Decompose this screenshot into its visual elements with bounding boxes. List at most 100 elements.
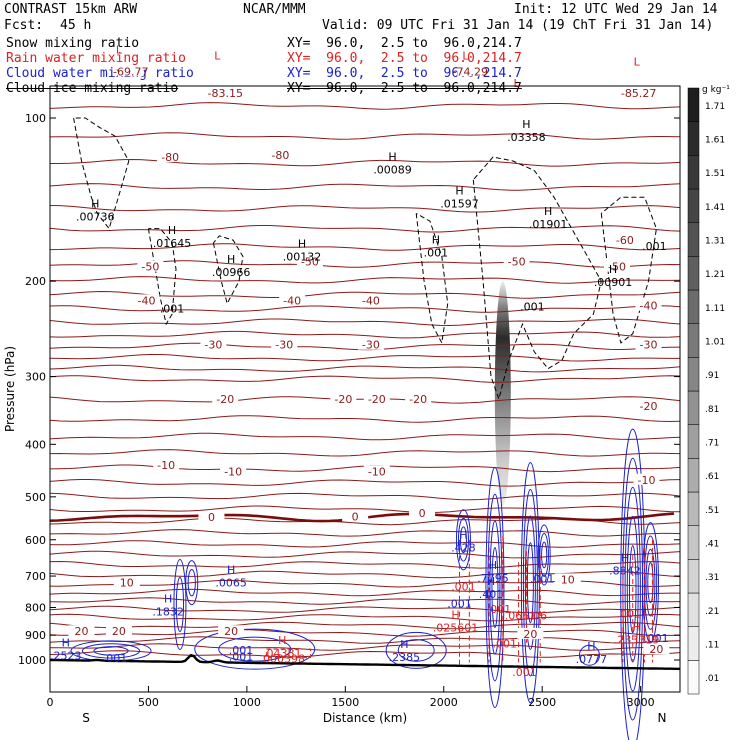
center-label: NCAR/MMM <box>243 2 306 17</box>
colorbar-segment <box>687 222 700 257</box>
isotherm-line <box>49 613 681 622</box>
extremum-value-label: .001 <box>617 607 642 620</box>
isotherm-line <box>49 597 681 605</box>
isotherm-label-bg <box>457 65 484 77</box>
isotherm-label: -50 <box>141 261 159 274</box>
isotherm-label: -83.15 <box>207 87 242 100</box>
extremum-marker-h: H <box>633 621 641 634</box>
extremum-marker-h: H <box>164 592 172 605</box>
isotherm-label: -10 <box>224 466 242 479</box>
colorbar-segment <box>687 491 700 526</box>
isotherm-label: -20 <box>409 393 427 406</box>
isotherm-label-bg <box>220 465 247 477</box>
cloud-water-contour <box>81 643 141 659</box>
isotherm-label: -40 <box>283 294 301 307</box>
isotherm-label: 10 <box>561 573 575 586</box>
isotherm-label-bg <box>643 643 670 655</box>
isotherm-line <box>49 643 681 651</box>
isotherm-line <box>49 102 681 110</box>
isotherm-label: 0 <box>352 510 359 523</box>
isotherm-line <box>49 305 681 313</box>
isotherm-label-bg <box>157 150 184 162</box>
isotherm-line <box>49 479 681 487</box>
isotherm-label-bg <box>363 465 390 477</box>
y-tick-label: 800 <box>25 601 46 614</box>
cloud-water-contour <box>520 462 540 704</box>
extremum-marker-h: H <box>227 563 235 576</box>
extremum-value-label: .00736 <box>76 210 115 223</box>
extremum-value-label: .001 <box>487 603 512 616</box>
extremum-marker-l: L <box>214 49 221 62</box>
isotherm-label-bg <box>296 255 323 267</box>
colorbar-level-label: 1.21 <box>705 270 725 280</box>
extremum-marker-h: H <box>91 197 99 210</box>
colorbar-level-label: .71 <box>705 439 719 449</box>
extremum-value-label: .001 <box>103 652 128 665</box>
isotherm-line <box>49 629 681 637</box>
x-tick-label: 2500 <box>528 696 556 709</box>
colorbar-segment <box>687 592 700 627</box>
cloud-water-contour <box>489 520 501 655</box>
colorbar-segment <box>687 424 700 459</box>
cloud-water-contour <box>187 568 196 597</box>
isotherm-label-bg <box>405 393 432 405</box>
isotherm-label: -20 <box>216 393 234 406</box>
x-tick-label: 500 <box>138 696 159 709</box>
isotherm-line <box>49 432 681 441</box>
isotherm-label-bg <box>133 294 160 306</box>
isotherm-line <box>49 364 681 373</box>
isotherm-label-bg <box>271 338 298 350</box>
isotherm-label: 10 <box>120 577 134 590</box>
isotherm-label: 0 <box>419 507 426 520</box>
extremum-value-label: .06 <box>530 610 548 623</box>
cloud-water-contour <box>541 541 548 569</box>
isotherm-line <box>49 449 681 457</box>
colorbar-segment <box>687 188 700 223</box>
cloud-water-contour <box>641 522 659 644</box>
extremum-value-label: .03358 <box>507 131 546 144</box>
cloud-water-contour <box>624 486 641 692</box>
isotherm-label-bg <box>330 393 357 405</box>
isotherm-label: 20 <box>523 628 537 641</box>
extremum-marker-l: L <box>634 55 641 68</box>
extremum-marker-h: H <box>227 253 235 266</box>
isotherm-line <box>49 330 681 339</box>
isotherm-label-bg <box>200 338 227 350</box>
y-tick-label: 1000 <box>18 654 46 667</box>
isotherm-label-bg <box>357 338 384 350</box>
colorbar-level-label: 1.31 <box>705 237 725 247</box>
y-tick-label: 200 <box>25 275 46 288</box>
extremum-marker-h: H <box>432 234 440 247</box>
snow-mixing-ratio-shading <box>494 281 511 507</box>
colorbar-level-label: .31 <box>705 573 719 583</box>
isotherm-label: -60 <box>616 234 634 247</box>
extremum-value-label: .0065 <box>215 576 247 589</box>
isotherm-line <box>49 588 680 597</box>
isotherm-label: -30 <box>362 339 380 352</box>
extremum-marker-h: H <box>487 575 495 588</box>
isotherm-label: -30 <box>640 339 658 352</box>
isotherm-label: -85.27 <box>621 87 656 100</box>
isotherm-label: -40 <box>362 294 380 307</box>
colorbar-segment <box>687 323 700 358</box>
extremum-value-label: .428 <box>451 541 476 554</box>
extremum-marker-h: H <box>459 528 467 541</box>
cloud-water-contour <box>491 547 499 629</box>
x-tick-label: 1500 <box>331 696 359 709</box>
colorbar-level-label: 1.41 <box>705 203 725 213</box>
isotherm-label-bg <box>517 627 544 639</box>
terrain-surface-line <box>50 653 681 671</box>
cloud-water-contour <box>457 517 469 562</box>
extremum-marker-h: H <box>278 634 286 647</box>
isotherm-label-bg <box>503 255 530 267</box>
isotherm-label: -20 <box>640 400 658 413</box>
y-axis-label: Pressure (hPa) <box>3 346 17 432</box>
isotherm-label: -50 <box>608 261 626 274</box>
isotherm-label-bg <box>611 234 638 246</box>
extremum-marker-h: H <box>388 151 396 164</box>
isotherm-label: -20 <box>334 393 352 406</box>
isotherm-line <box>50 158 681 167</box>
field-name-cloud-ice: Cloud ice mixing ratio <box>6 81 179 96</box>
cloud-water-contour <box>537 524 551 586</box>
